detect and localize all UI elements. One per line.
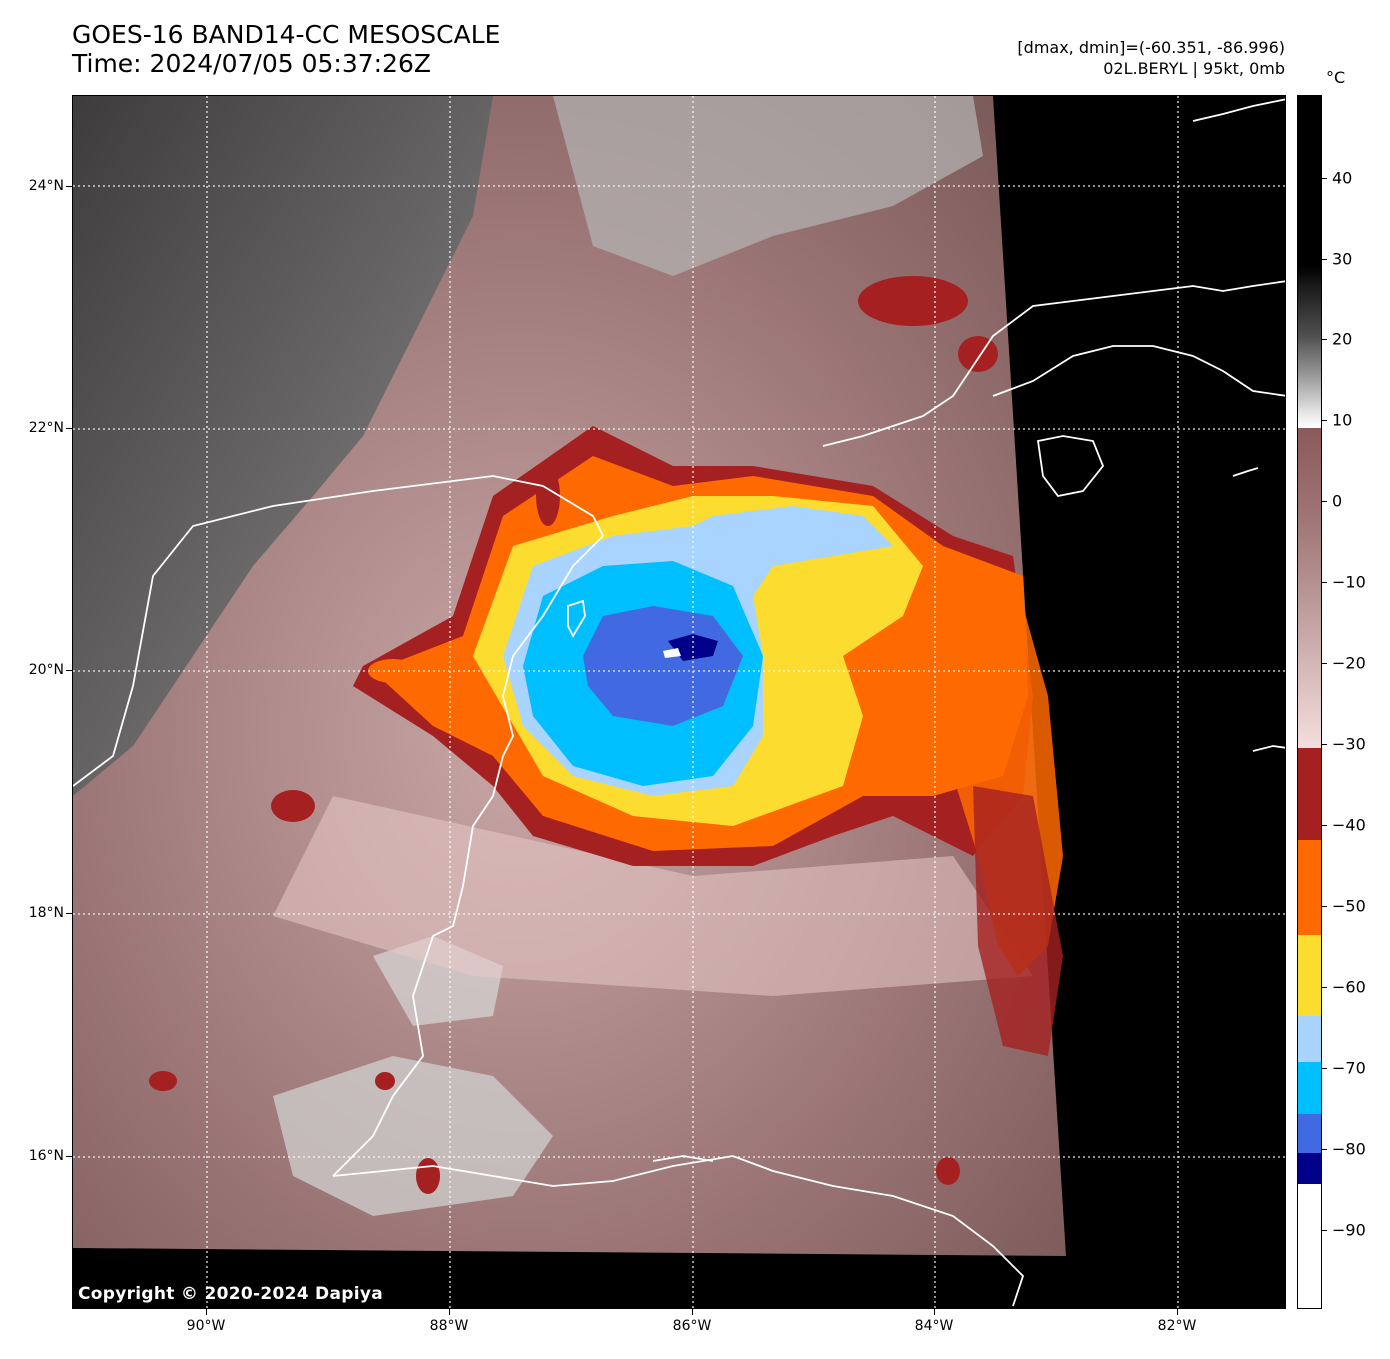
coast-cozumel: [567, 599, 586, 638]
lon-label-90w: 90°W: [186, 1318, 226, 1334]
colorbar-label: −40: [1332, 815, 1366, 835]
colorbar-tick: [1322, 744, 1327, 745]
colorbar-tick: [1322, 178, 1327, 179]
lon-label-82w: 82°W: [1157, 1318, 1197, 1334]
colorbar-tick: [1322, 987, 1327, 988]
lat-tick: [66, 1156, 72, 1157]
lat-tick: [66, 186, 72, 187]
coast-swan: [1252, 745, 1285, 752]
colorbar-label: −10: [1332, 572, 1366, 592]
colorbar-tick: [1322, 825, 1327, 826]
lat-tick: [66, 670, 72, 671]
lat-tick: [66, 913, 72, 914]
colorbar-label: 30: [1332, 249, 1353, 269]
colorbar-unit: °C: [1326, 68, 1346, 87]
lat-label-20n: 20°N: [28, 662, 64, 678]
colorbar-tick: [1322, 501, 1327, 502]
colorbar-tick: [1322, 663, 1327, 664]
lat-label-16n: 16°N: [28, 1148, 64, 1164]
scattered-cells: [149, 276, 998, 1194]
gray-region-northwest: [73, 96, 493, 796]
colorbar-label: −80: [1332, 1139, 1366, 1159]
colorbar-label: −90: [1332, 1220, 1366, 1240]
colorbar-tick: [1322, 906, 1327, 907]
colorbar-label: 0: [1332, 491, 1343, 511]
colorbar-tick: [1322, 259, 1327, 260]
colorbar-tick: [1322, 1068, 1327, 1069]
pink-band: [273, 796, 1033, 996]
colorbar-label: 40: [1332, 168, 1353, 188]
coast-honduras: [332, 1155, 1025, 1307]
colorbar-label: −60: [1332, 977, 1366, 997]
coast-yucatan: [73, 475, 605, 1177]
lon-tick: [206, 1309, 207, 1315]
coastlines: [73, 98, 1285, 1307]
colorbar-tick: [1322, 420, 1327, 421]
colorbar-tick: [1322, 1149, 1327, 1150]
lon-tick: [449, 1309, 450, 1315]
satellite-map: Copyright © 2020-2024 Dapiya: [72, 95, 1286, 1309]
coast-cuba-south: [992, 345, 1285, 397]
satellite-imagery: [73, 96, 1285, 1308]
lat-tick: [66, 428, 72, 429]
lon-tick: [934, 1309, 935, 1315]
lat-label-22n: 22°N: [28, 420, 64, 436]
title-product: GOES-16 BAND14-CC MESOSCALE: [72, 20, 501, 49]
colorbar-tick: [1322, 339, 1327, 340]
gray-patches-south: [273, 1056, 553, 1216]
coast-bay-islands: [652, 1155, 714, 1162]
lat-label-18n: 18°N: [28, 905, 64, 921]
coast-cuba-west: [822, 280, 1285, 447]
colorbar-label: −30: [1332, 734, 1366, 754]
coast-isla-juventud: [1036, 435, 1105, 497]
coast-florida-keys: [1192, 98, 1285, 122]
gridlines: [73, 96, 1285, 1308]
colorbar: [1297, 95, 1322, 1309]
colorbar-label: −20: [1332, 653, 1366, 673]
copyright-text: Copyright © 2020-2024 Dapiya: [78, 1284, 383, 1304]
storm-info: [dmax, dmin]=(-60.351, -86.996) 02L.BERY…: [1017, 37, 1285, 79]
outer-band-east-red: [973, 786, 1063, 1056]
colorbar-label: −50: [1332, 896, 1366, 916]
hurricane-beryl: [353, 426, 1063, 1056]
title-time: Time: 2024/07/05 05:37:26Z: [72, 49, 431, 78]
convection-royal-blue: [583, 606, 743, 726]
map-title: GOES-16 BAND14-CC MESOSCALE Time: 2024/0…: [72, 20, 500, 78]
colorbar-label: −70: [1332, 1058, 1366, 1078]
colorbar-label: 20: [1332, 329, 1353, 349]
colorbar-tick: [1322, 582, 1327, 583]
coast-cayman: [1232, 467, 1259, 477]
colorbar-tick: [1322, 1230, 1327, 1231]
lat-label-24n: 24°N: [28, 178, 64, 194]
storm-text: 02L.BERYL | 95kt, 0mb: [1103, 59, 1285, 78]
lon-tick: [1177, 1309, 1178, 1315]
range-text: [dmax, dmin]=(-60.351, -86.996): [1017, 38, 1285, 57]
lon-label-84w: 84°W: [914, 1318, 954, 1334]
colorbar-label: 10: [1332, 410, 1353, 430]
eye-white-pixels: [663, 648, 681, 658]
lon-tick: [692, 1309, 693, 1315]
lon-label-88w: 88°W: [429, 1318, 469, 1334]
lon-label-86w: 86°W: [672, 1318, 712, 1334]
